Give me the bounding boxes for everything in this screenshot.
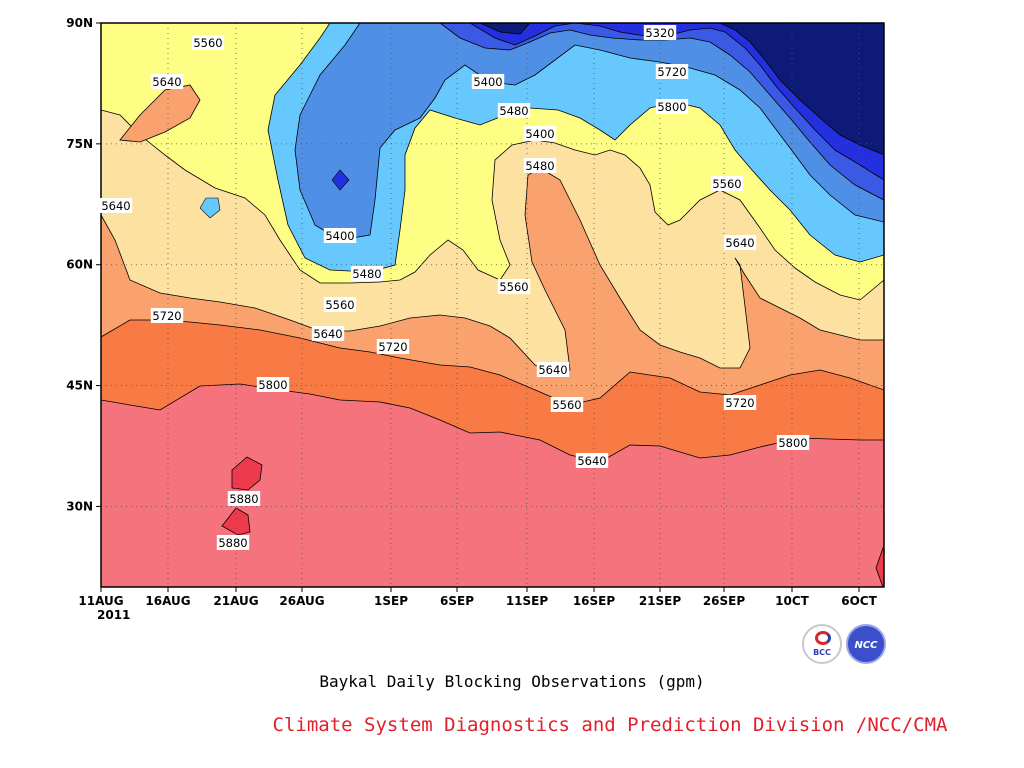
credit-line: Climate System Diagnostics and Predictio… — [272, 714, 948, 736]
fill-5400-blob — [331, 169, 350, 191]
contour-labels: 5560 5640 5640 5400 5480 5560 5640 5720 5720 5800… — [99, 25, 810, 550]
ncc-logo-text: NCC — [854, 640, 878, 651]
bcc-logo: BCC — [802, 624, 842, 664]
contour-label-bg — [323, 297, 357, 312]
contour-label-bg — [471, 74, 505, 89]
x-tick-label: 11SEP — [506, 594, 549, 608]
contour-label: 5480 — [352, 267, 381, 281]
contour-label: 5640 — [725, 236, 754, 250]
contour-label: 5400 — [473, 75, 502, 89]
fill-5400-small — [199, 197, 221, 219]
contour-label: 5320 — [645, 26, 674, 40]
chart-caption: Baykal Daily Blocking Observations (gpm) — [319, 672, 705, 691]
contour-label-bg — [655, 99, 689, 114]
fill-below — [479, 23, 884, 156]
contour-label: 5720 — [657, 65, 686, 79]
contour-label-bg — [550, 397, 584, 412]
y-tick-label: 60N — [66, 258, 93, 272]
contour-label: 5640 — [101, 199, 130, 213]
x-tick-label: 1SEP — [374, 594, 408, 608]
contour-label-bg — [497, 103, 531, 118]
y-axis-ticks: 30N 45N 60N 75N 90N — [66, 16, 101, 513]
contour-label: 5640 — [577, 454, 606, 468]
contour-label-bg — [150, 74, 184, 89]
contour-label: 5640 — [152, 75, 181, 89]
fill-5880-c — [875, 544, 884, 587]
contour-label-bg — [497, 279, 531, 294]
contour-label-bg — [256, 377, 290, 392]
fill-5640-blob — [119, 84, 201, 143]
x-axis-year: 2011 — [97, 608, 130, 622]
y-tick-label: 30N — [66, 499, 93, 513]
contour-label: 5560 — [552, 398, 581, 412]
contour-label: 5560 — [325, 298, 354, 312]
x-axis-ticks: 11AUG 16AUG 21AUG 26AUG 1SEP 6SEP 11SEP 16SEP 21… — [78, 587, 878, 608]
ncc-logo: NCC — [846, 624, 886, 664]
contour-label: 5720 — [152, 309, 181, 323]
fill-5880-a — [231, 456, 263, 491]
contour-label: 5640 — [538, 363, 567, 377]
fill-5320 — [294, 23, 884, 241]
contour-label-bg — [643, 25, 677, 40]
contour-label: 5640 — [313, 327, 342, 341]
contour-label: 5880 — [229, 492, 258, 506]
contour-label: 5800 — [657, 100, 686, 114]
contour-label: 5400 — [525, 127, 554, 141]
contour-label-bg — [376, 339, 410, 354]
contour-label-bg — [523, 126, 557, 141]
x-tick-label: 26AUG — [279, 594, 324, 608]
contour-label: 5480 — [499, 104, 528, 118]
bcc-swirl-icon — [815, 631, 831, 645]
contour-label: 5560 — [712, 177, 741, 191]
x-tick-label: 6OCT — [841, 594, 877, 608]
x-tick-label: 6SEP — [440, 594, 474, 608]
contour-label: 5720 — [378, 340, 407, 354]
x-tick-label: 26SEP — [703, 594, 746, 608]
bcc-logo-text: BCC — [813, 648, 831, 657]
contour-label: 5480 — [525, 159, 554, 173]
contour-label-bg — [655, 64, 689, 79]
x-tick-label: 16AUG — [145, 594, 190, 608]
contour-label-bg — [575, 453, 609, 468]
x-tick-label: 21SEP — [639, 594, 682, 608]
y-tick-label: 75N — [66, 137, 93, 151]
contour-label-bg — [710, 176, 744, 191]
contour-label-bg — [323, 228, 357, 243]
contour-fills — [101, 23, 884, 587]
contour-label: 5560 — [193, 36, 222, 50]
contour-label: 5720 — [725, 396, 754, 410]
contour-label: 5800 — [258, 378, 287, 392]
plot-frame — [100, 22, 885, 588]
fill-5880-b — [221, 507, 251, 536]
contour-label-bg — [150, 308, 184, 323]
contour-label-bg — [536, 362, 570, 377]
x-tick-label: 16SEP — [573, 594, 616, 608]
contour-label-bg — [311, 326, 345, 341]
contour-label-bg — [191, 35, 225, 50]
contour-label-bg — [99, 198, 133, 213]
contour-label-bg — [723, 395, 757, 410]
contour-label-bg — [776, 435, 810, 450]
x-tick-label: 21AUG — [213, 594, 258, 608]
contour-label: 5800 — [778, 436, 807, 450]
contour-label-bg — [350, 266, 384, 281]
contour-label-bg — [523, 158, 557, 173]
contour-label: 5560 — [499, 280, 528, 294]
contour-label-bg — [723, 235, 757, 250]
contour-label: 5880 — [218, 536, 247, 550]
contour-label: 5400 — [325, 229, 354, 243]
contour-label-bg — [227, 491, 261, 506]
y-tick-label: 45N — [66, 379, 93, 393]
x-tick-label: 10CT — [775, 594, 810, 608]
contour-label-bg — [216, 535, 250, 550]
y-tick-label: 90N — [66, 16, 93, 30]
x-tick-label: 11AUG — [78, 594, 123, 608]
